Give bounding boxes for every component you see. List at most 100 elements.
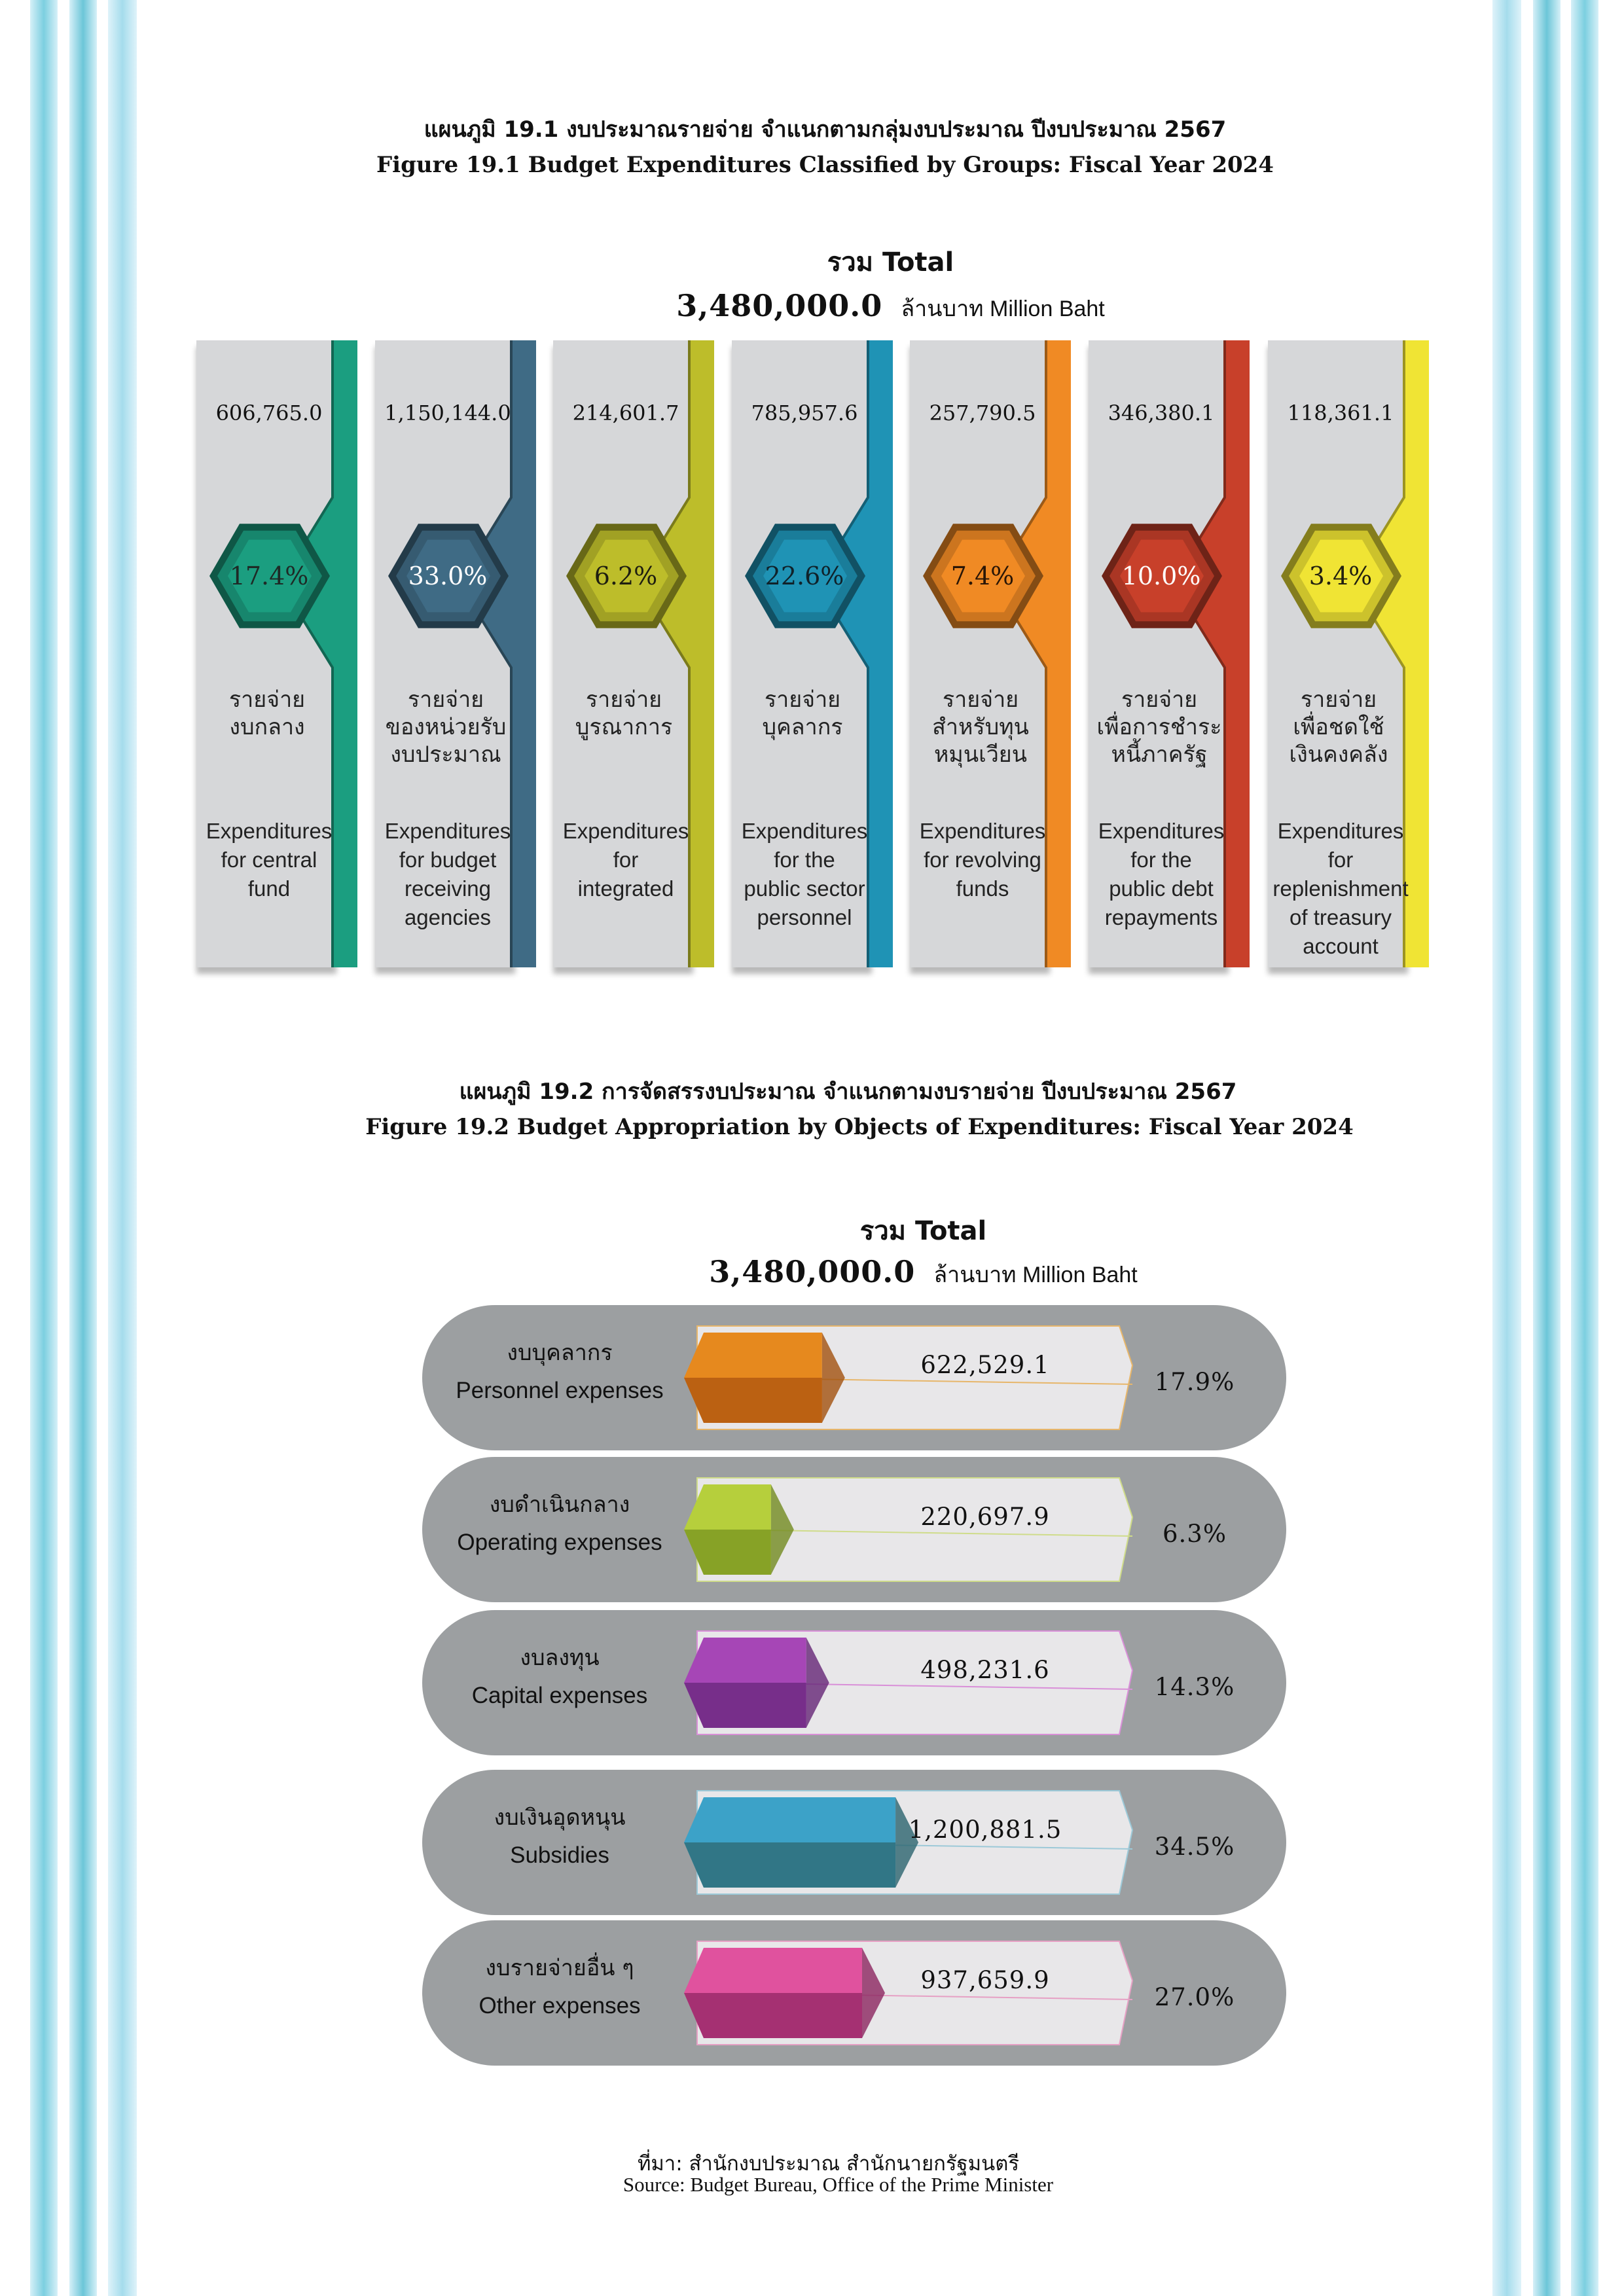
ribbon-shape — [816, 340, 893, 967]
hexagon-badge — [763, 539, 847, 613]
row-label: งบดำเนินกลาง Operating expenses — [439, 1486, 681, 1562]
column-panel — [375, 340, 515, 967]
figure1-total-unit: ล้านบาท Million Baht — [901, 296, 1105, 321]
ribbon-shape — [1172, 340, 1250, 967]
figure2-total-unit: ล้านบาท Million Baht — [933, 1263, 1138, 1287]
label-line: funds — [956, 876, 1009, 901]
bar-fill-shade — [684, 1378, 822, 1423]
column-ribbon — [745, 340, 893, 967]
bar-fill-cap — [821, 1333, 845, 1423]
stripe — [1571, 0, 1598, 2296]
figure1-total-value: 3,480,000.0 — [676, 288, 883, 323]
label-line: รายจ่าย — [228, 687, 306, 713]
label-line: Expenditures — [206, 819, 333, 843]
row-label-en: Other expenses — [478, 1993, 641, 2018]
label-line: replenishment — [1272, 876, 1409, 901]
column-label-en: Expenditures for integrated — [553, 817, 698, 903]
bar-track — [696, 1477, 1134, 1582]
hexagon-badge — [585, 539, 668, 613]
column-value: 118,361.1 — [1287, 401, 1394, 425]
row-label-en: Capital expenses — [471, 1683, 648, 1708]
label-line: receiving — [404, 876, 492, 901]
hexagon-badge — [1120, 539, 1204, 613]
bar-fill-shade — [684, 1530, 771, 1575]
row-label: งบบุคลากร Personnel expenses — [439, 1334, 681, 1410]
stripe — [1492, 0, 1521, 2296]
hexagon-badge — [1299, 539, 1383, 613]
row-label-th: งบเงินอุดหนุน — [494, 1804, 626, 1831]
figure1-title-en: Figure 19.1 Budget Expenditures Classifi… — [376, 152, 1274, 178]
bar-fill-shade — [684, 1842, 896, 1888]
column-label-th: รายจ่าย เพื่อการชำระ หนี้ภาครัฐ — [1089, 686, 1230, 768]
figure2-title-en: Figure 19.2 Budget Appropriation by Obje… — [365, 1114, 1354, 1140]
column-percent: 7.4% — [950, 562, 1015, 590]
column-label-th: รายจ่าย ของหน่วยรับ งบประมาณ — [375, 686, 516, 768]
label-line: เงินคงคลัง — [1289, 742, 1388, 768]
column-value: 257,790.5 — [929, 401, 1036, 425]
column-panel — [196, 340, 336, 967]
label-line: ของหน่วยรับ — [385, 714, 507, 740]
label-line: personnel — [757, 905, 852, 929]
bar-fill-shade — [684, 1993, 863, 2038]
label-line: รายจ่าย — [942, 687, 1019, 713]
label-line: Expenditures — [741, 819, 868, 843]
hexagon-badge — [228, 539, 312, 613]
column-label-th: รายจ่าย บุคลากร — [732, 686, 873, 741]
column-label-th: รายจ่าย งบกลาง — [196, 686, 338, 741]
column-value: 214,601.7 — [572, 401, 679, 425]
label-line: หมุนเวียน — [934, 742, 1027, 768]
figure2-total-label: รวม Total — [859, 1216, 987, 1246]
row-value: 220,697.9 — [920, 1503, 1050, 1531]
hexagon-badge — [406, 539, 490, 613]
ribbon-shape — [459, 340, 536, 967]
column-value: 346,380.1 — [1108, 401, 1215, 425]
row-bar — [684, 1790, 1134, 1895]
label-line: of treasury — [1290, 905, 1392, 929]
source-th: ที่มา: สำนักงบประมาณ สำนักนายกรัฐมนตรี — [637, 2152, 1020, 2176]
row-label-th: งบลงทุน — [520, 1645, 600, 1671]
label-line: งบประมาณ — [390, 742, 501, 768]
appropriation-row: งบเงินอุดหนุน Subsidies 1,200,881.5 34.5% — [422, 1770, 1286, 1915]
label-line: Expenditures — [384, 819, 511, 843]
column-label-en: Expenditures for the public debt repayments — [1089, 817, 1234, 932]
row-bar — [684, 1325, 1134, 1430]
bar-fill-cap — [862, 1948, 886, 2038]
row-label-th: งบบุคลากร — [507, 1340, 613, 1366]
label-line: รายจ่าย — [407, 687, 484, 713]
label-line: for the — [1130, 848, 1192, 872]
figure2-total: 3,480,000.0 ล้านบาท Million Baht — [0, 1254, 1624, 1292]
group-column: 214,601.7 6.2% รายจ่าย บูรณาการ Expenditures… — [553, 340, 715, 969]
figure1-total-label: รวม Total — [827, 247, 954, 278]
ribbon-shape — [994, 340, 1071, 967]
group-column: 118,361.1 3.4% รายจ่าย เพื่อชดใช้ เงินคงคลัง… — [1268, 340, 1430, 969]
column-percent: 6.2% — [594, 562, 658, 590]
bar-fill-cap — [895, 1797, 919, 1888]
label-line: for budget — [399, 848, 497, 872]
row-value: 622,529.1 — [920, 1351, 1050, 1379]
label-line: public debt — [1109, 876, 1214, 901]
row-label-en: Personnel expenses — [456, 1378, 664, 1403]
label-line: รายจ่าย — [764, 687, 841, 713]
label-line: บูรณาการ — [575, 714, 673, 740]
group-column: 785,957.6 22.6% รายจ่าย บุคลากร Expenditures… — [732, 340, 894, 969]
label-line: สำหรับทุน — [932, 714, 1029, 740]
column-ribbon — [566, 340, 714, 967]
figure2-title-th: แผนภูมิ 19.2 การจัดสรรงบประมาณ จำแนกตามง… — [459, 1079, 1237, 1105]
appropriation-row: งบบุคลากร Personnel expenses 622,529.1 17.9… — [422, 1305, 1286, 1450]
label-line: บุคลากร — [762, 714, 843, 740]
label-line: for — [613, 848, 639, 872]
column-panel — [1089, 340, 1229, 967]
group-column: 1,150,144.0 33.0% รายจ่าย ของหน่วยรับ งบประม… — [375, 340, 537, 969]
group-column: 346,380.1 10.0% รายจ่าย เพื่อการชำระ หนี้ภาค… — [1089, 340, 1251, 969]
label-line: Expenditures — [1277, 819, 1404, 843]
row-bar — [684, 1941, 1134, 2045]
stripe — [1533, 0, 1561, 2296]
row-bar — [684, 1477, 1134, 1582]
hexagon-badge — [941, 539, 1025, 613]
label-line: fund — [247, 876, 291, 901]
row-label-th: งบรายจ่ายอื่น ๆ — [485, 1955, 634, 1981]
row-label: งบเงินอุดหนุน Subsidies — [439, 1799, 681, 1874]
ribbon-shape — [280, 340, 357, 967]
column-label-th: รายจ่าย สำหรับทุน หมุนเวียน — [910, 686, 1051, 768]
label-line: งบกลาง — [229, 714, 305, 740]
